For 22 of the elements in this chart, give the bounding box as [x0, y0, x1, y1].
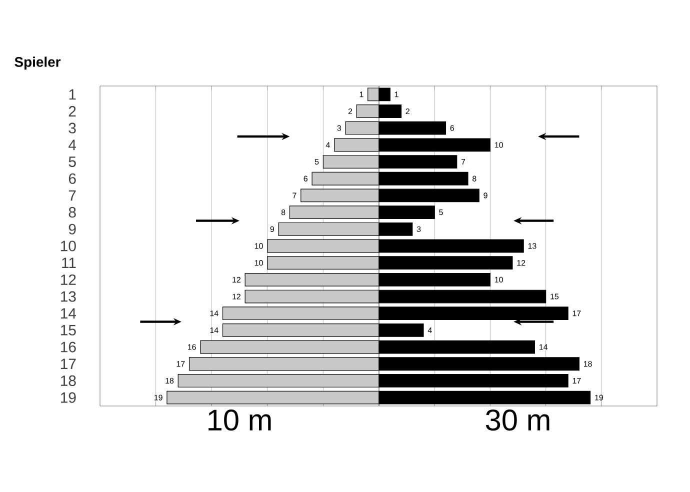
series-label: 30 m [486, 410, 550, 431]
y-tick-label: 15 [61, 324, 76, 336]
y-tick-label: 3 [68, 122, 76, 134]
y-tick-label: 12 [61, 274, 76, 285]
y-tick-label: 14 [61, 308, 76, 318]
y-tick-label: 8 [68, 207, 76, 218]
y-tick-label: 7 [68, 190, 76, 201]
y-tick-label: 2 [68, 106, 76, 116]
y-tick-label: 9 [68, 224, 76, 234]
y-tick-label: 6 [68, 173, 76, 184]
y-tick-label: 17 [61, 358, 76, 370]
y-tick-label: 10 [61, 240, 76, 252]
series-label: 10 m [208, 410, 271, 431]
y-axis-title: Spieler [14, 56, 61, 70]
y-tick-label: 13 [61, 291, 76, 302]
y-tick-label: 16 [61, 342, 76, 352]
y-tick-label: 11 [62, 258, 76, 268]
y-tick-label: 18 [61, 375, 76, 386]
y-tick-label: 1 [69, 89, 76, 100]
y-tick-label: 4 [68, 140, 76, 150]
y-tick-label: 5 [68, 156, 76, 167]
y-tick-label: 19 [61, 392, 76, 403]
